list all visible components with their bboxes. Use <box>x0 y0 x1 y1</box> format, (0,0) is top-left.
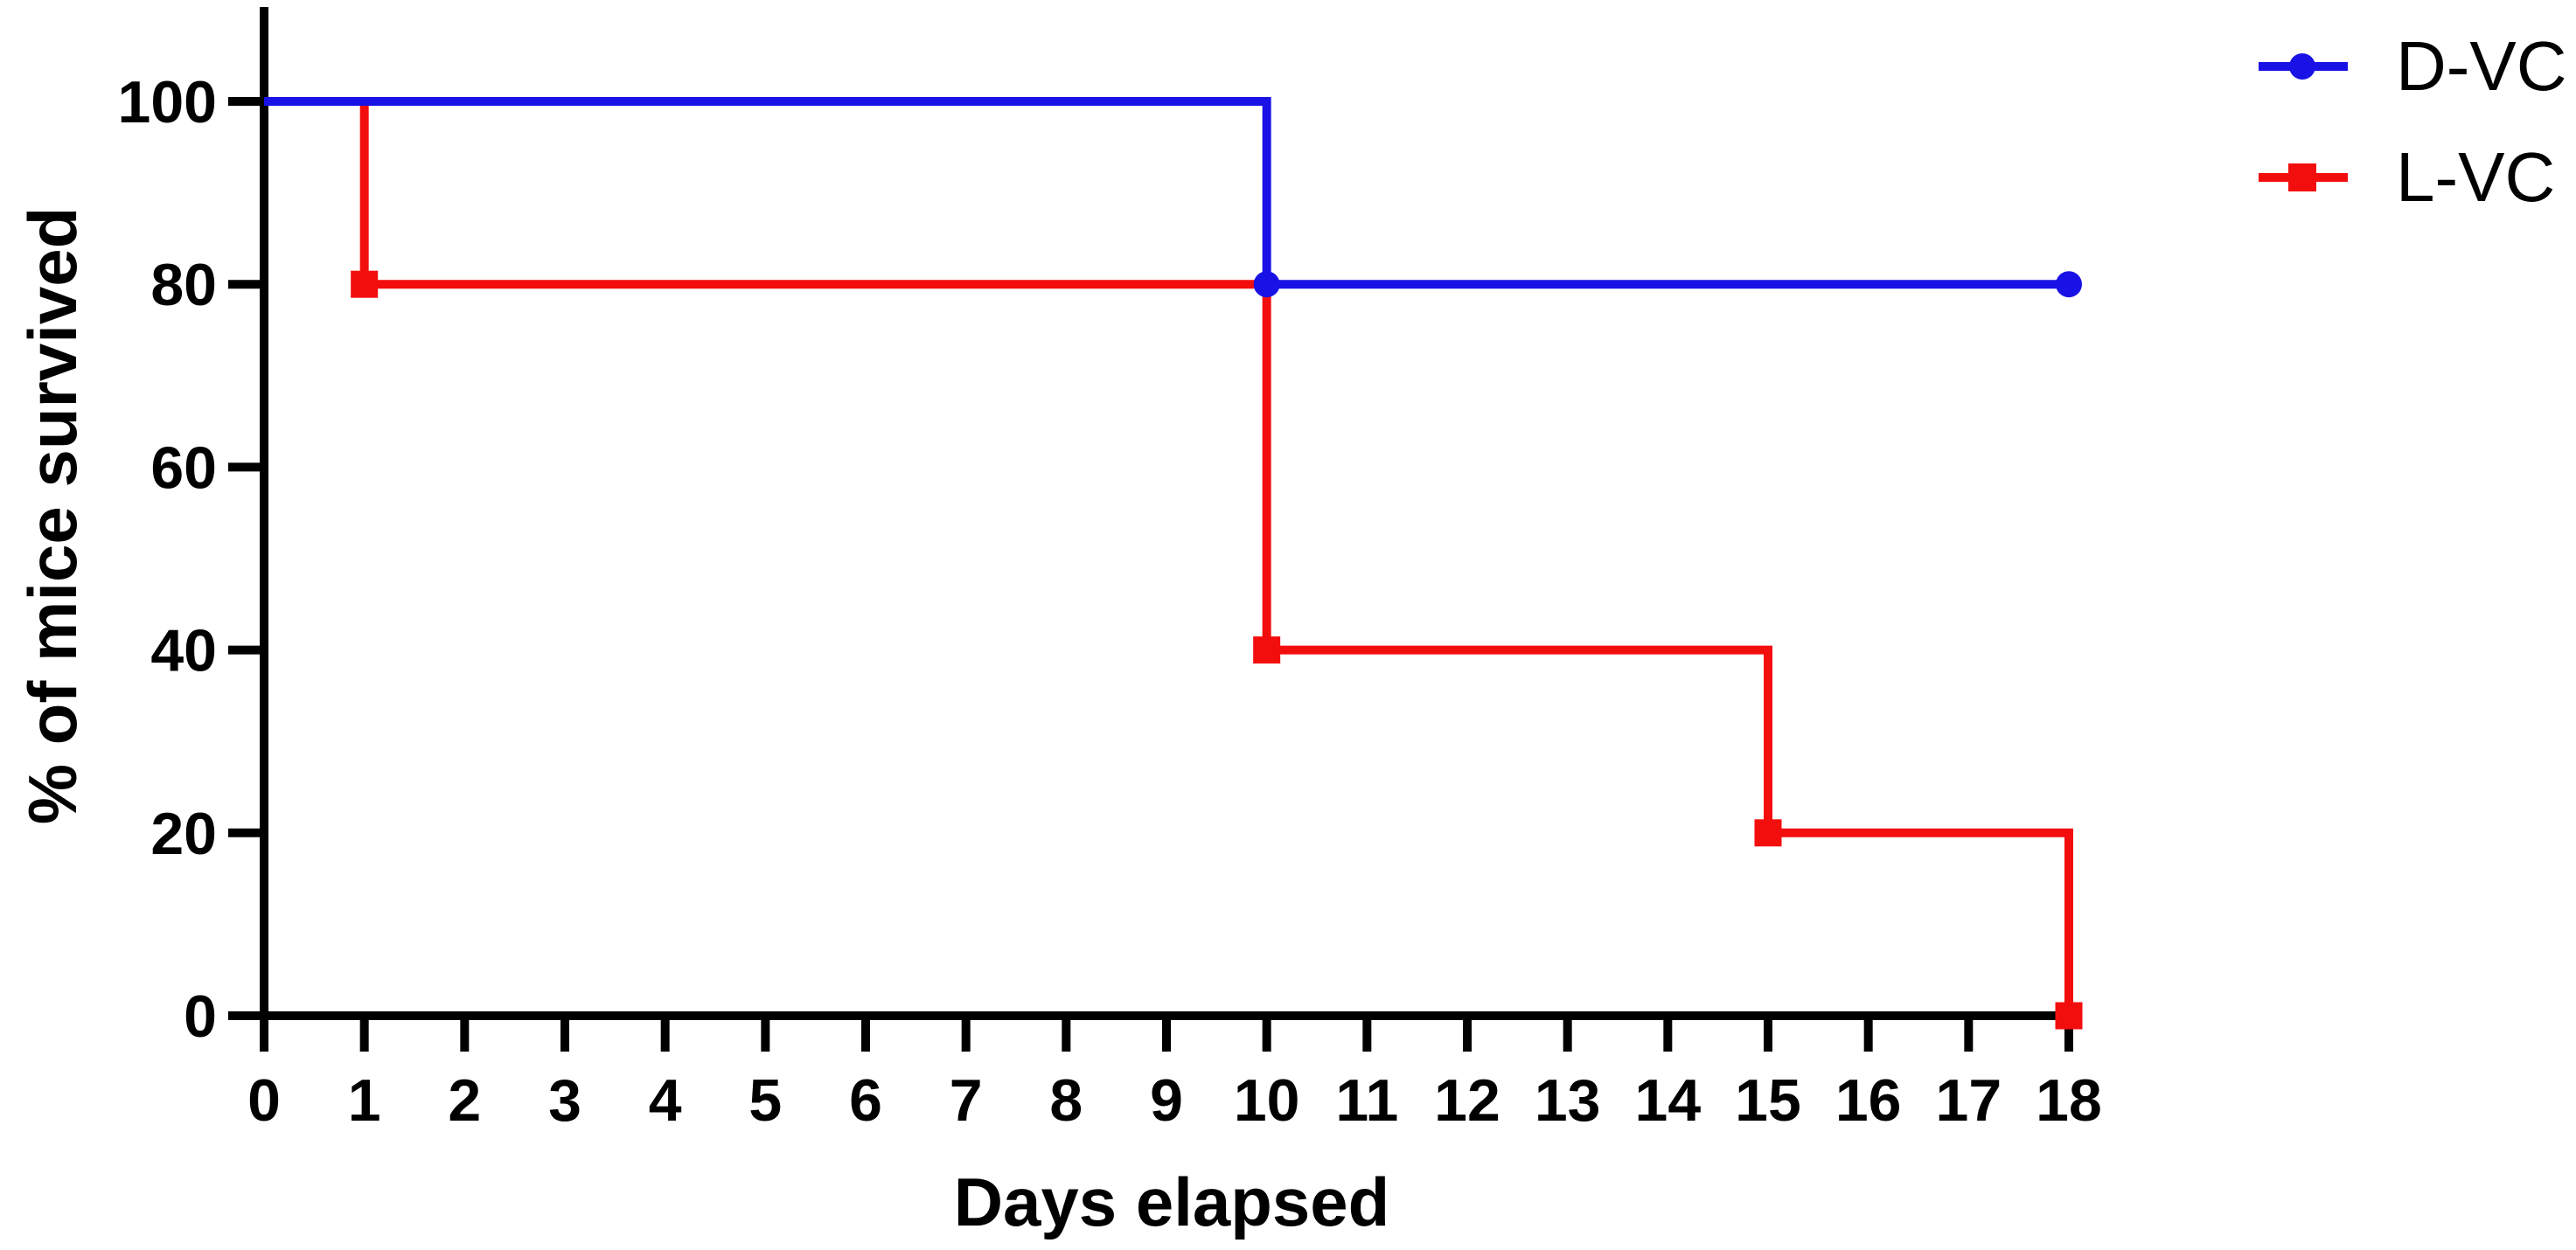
x-tick-label: 12 <box>1434 1067 1500 1134</box>
y-tick-label: 40 <box>150 618 217 684</box>
series-marker-l-vc <box>1253 636 1281 664</box>
x-tick-label: 0 <box>247 1067 281 1134</box>
y-tick-label: 20 <box>150 801 217 867</box>
series-line-l-vc <box>264 97 2073 1016</box>
series-line-d-vc <box>264 97 2069 289</box>
y-tick-label: 100 <box>118 69 217 135</box>
x-tick-label: 4 <box>649 1067 682 1134</box>
x-tick-label: 14 <box>1635 1067 1702 1134</box>
x-tick-label: 11 <box>1335 1067 1398 1134</box>
x-tick-label: 18 <box>2036 1067 2102 1134</box>
x-tick-label: 7 <box>950 1067 983 1134</box>
x-tick-label: 6 <box>849 1067 882 1134</box>
x-axis-title: Days elapsed <box>953 1163 1390 1240</box>
x-tick-label: 17 <box>1936 1067 2002 1134</box>
x-tick-label: 8 <box>1049 1067 1083 1134</box>
series-marker-l-vc <box>351 270 379 298</box>
x-tick-label: 16 <box>1835 1067 1902 1134</box>
x-tick-label: 15 <box>1735 1067 1801 1134</box>
x-tick-label: 5 <box>748 1067 782 1134</box>
y-tick-label: 80 <box>150 252 217 318</box>
series-marker-l-vc <box>2055 1002 2083 1030</box>
x-tick-label: 9 <box>1150 1067 1183 1134</box>
series-marker-l-vc <box>1754 819 1782 847</box>
x-tick-label: 13 <box>1535 1067 1601 1134</box>
x-tick-label: 2 <box>448 1067 481 1134</box>
series-marker-d-vc <box>1253 271 1280 298</box>
x-tick-label: 3 <box>548 1067 581 1134</box>
y-tick-label: 60 <box>150 434 217 501</box>
x-tick-label: 1 <box>348 1067 381 1134</box>
series-marker-d-vc <box>2056 271 2082 298</box>
y-tick-label: 0 <box>184 983 217 1050</box>
x-tick-label: 10 <box>1234 1067 1300 1134</box>
y-axis-title: % of mice survived <box>14 206 91 825</box>
